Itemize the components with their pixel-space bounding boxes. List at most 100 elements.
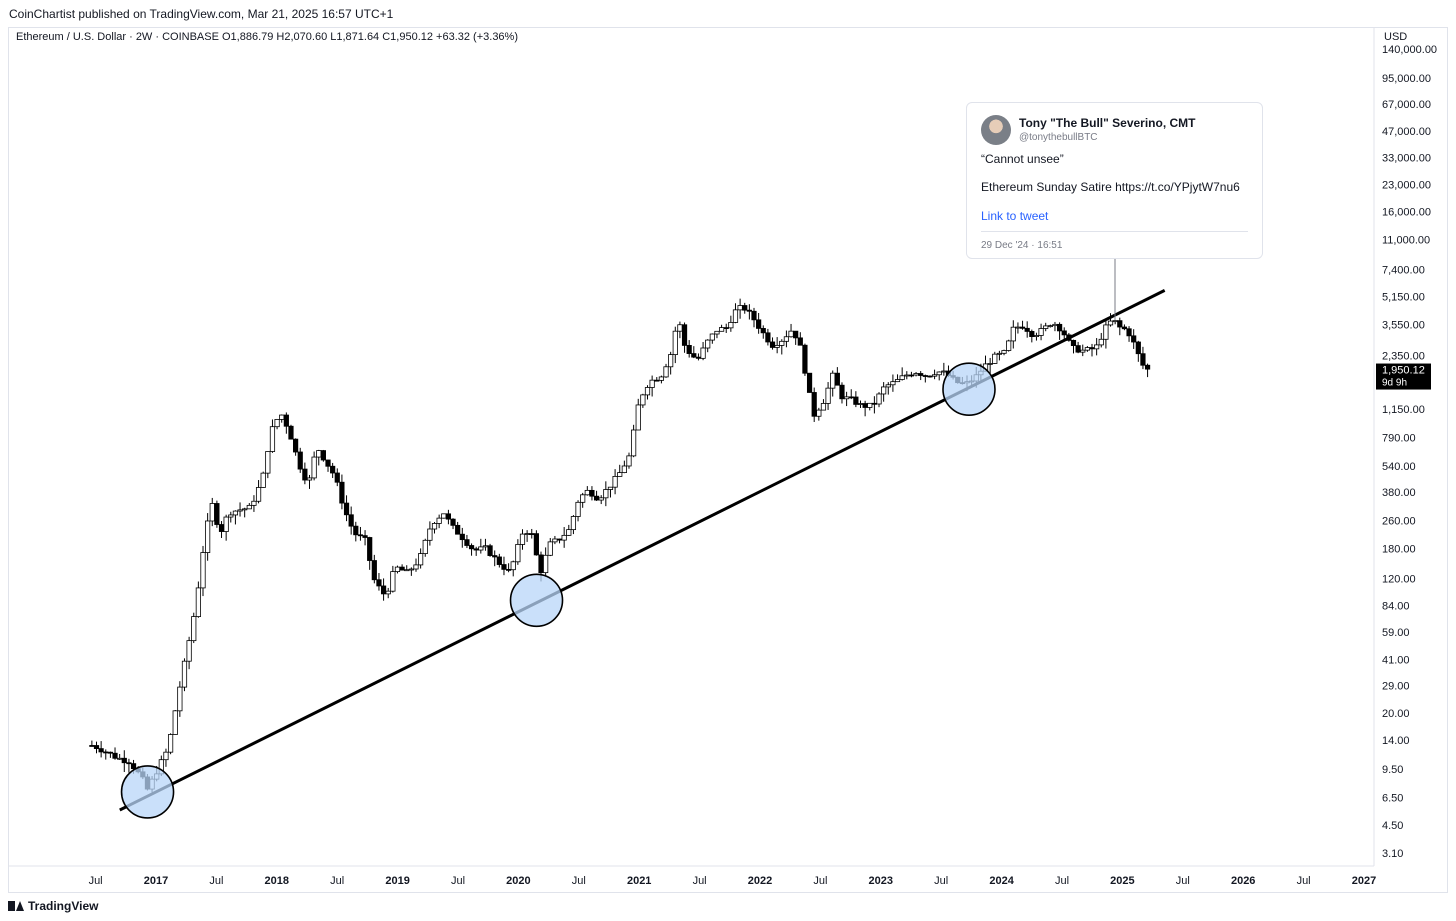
candle-body [380, 585, 387, 595]
price-tick-18: 120.00 [1382, 574, 1416, 586]
time-tick-1: 2017 [144, 875, 168, 887]
candle-body [876, 393, 882, 405]
candle-body [177, 686, 183, 712]
price-tick-20: 59.00 [1382, 627, 1410, 639]
candle-body [691, 353, 697, 358]
candle-182 [931, 369, 938, 380]
candle-body [663, 366, 669, 378]
candle-body [209, 503, 215, 522]
overlays-layer [119, 259, 1166, 819]
candle-body [885, 384, 891, 388]
candle-181 [927, 375, 933, 378]
candle-body [195, 587, 201, 617]
candle-157 [816, 407, 822, 421]
time-tick-2: Jul [209, 875, 223, 887]
candle-body [927, 375, 933, 378]
candle-body [834, 372, 840, 386]
candle-69 [408, 567, 414, 576]
candle-153 [797, 332, 803, 346]
candle-body [482, 545, 489, 548]
candle-body [816, 409, 822, 417]
candle-27 [214, 500, 220, 528]
author-avatar [981, 115, 1011, 145]
time-tick-20: Jul [1297, 875, 1311, 887]
candle-20 [181, 658, 188, 692]
candle-101 [556, 538, 563, 544]
tweet-quote: “Cannot unsee” [981, 152, 1064, 166]
candle-body [783, 336, 790, 342]
candle-49 [316, 449, 322, 466]
candle-175 [899, 367, 905, 381]
time-tick-0: Jul [89, 875, 103, 887]
candle-85 [482, 538, 489, 551]
candle-body [1015, 326, 1021, 329]
candle-body [223, 516, 229, 532]
candle-110 [598, 495, 604, 505]
candle-158 [820, 399, 827, 411]
candle-body [681, 324, 688, 346]
candle-168 [867, 402, 873, 411]
candle-body [529, 533, 535, 535]
candle-body [894, 379, 901, 383]
tweet-card[interactable]: Tony "The Bull" Severino, CMT @tonythebu… [966, 102, 1263, 259]
candle-170 [876, 392, 882, 408]
candle-body [668, 354, 674, 368]
candle-body [260, 472, 266, 488]
candle-134 [709, 333, 715, 344]
candle-29 [223, 514, 229, 541]
candle-body [394, 566, 401, 573]
price-tick-7: 11,000.00 [1382, 235, 1430, 247]
candle-body [732, 309, 739, 323]
candle-100 [552, 535, 558, 545]
candle-body [904, 374, 910, 377]
candle-body [455, 524, 461, 535]
candle-3 [103, 749, 109, 760]
candle-55 [343, 495, 350, 522]
candle-36 [255, 480, 262, 504]
price-tick-24: 14.00 [1382, 735, 1410, 747]
candle-body [658, 376, 664, 381]
candle-179 [918, 371, 924, 381]
candle-body [857, 403, 864, 405]
candle-body [316, 450, 322, 458]
candle-body [441, 513, 447, 519]
candle-16 [163, 748, 169, 767]
candle-81 [464, 534, 470, 549]
candle-body [431, 523, 438, 530]
candle-body [593, 495, 600, 501]
candle-19 [177, 681, 183, 717]
candle-body [191, 616, 197, 642]
candle-body [774, 345, 780, 348]
candle-17 [167, 733, 174, 755]
candle-body [1019, 326, 1026, 329]
candle-body [1140, 353, 1146, 366]
candle-151 [788, 323, 794, 338]
candle-body [1043, 325, 1049, 329]
candle-body [714, 330, 720, 335]
candle-body [580, 494, 586, 503]
candle-129 [686, 340, 692, 358]
candle-body [899, 375, 905, 380]
candle-body [112, 752, 118, 759]
tweet-body: Ethereum Sunday Satire https://t.co/YPjy… [981, 180, 1240, 194]
link-to-tweet[interactable]: Link to tweet [981, 209, 1049, 223]
price-tick-11: 2,350.00 [1382, 351, 1425, 363]
candle-98 [543, 547, 549, 577]
candle-body [788, 330, 794, 338]
price-tick-8: 7,400.00 [1382, 264, 1425, 276]
candle-body [1075, 345, 1081, 353]
candle-body [640, 394, 646, 406]
time-tick-21: 2027 [1352, 875, 1376, 887]
candle-body [1001, 350, 1007, 354]
candle-body [987, 363, 993, 365]
candle-208 [1052, 321, 1058, 332]
price-axis-currency: USD [1384, 31, 1408, 43]
candle-body [1033, 335, 1040, 337]
candle-140 [737, 298, 743, 319]
candle-body [450, 518, 456, 526]
candle-174 [894, 374, 901, 383]
tradingview-footer[interactable]: TradingView [8, 899, 98, 913]
candle-body [853, 396, 859, 405]
candle-body [515, 544, 521, 563]
